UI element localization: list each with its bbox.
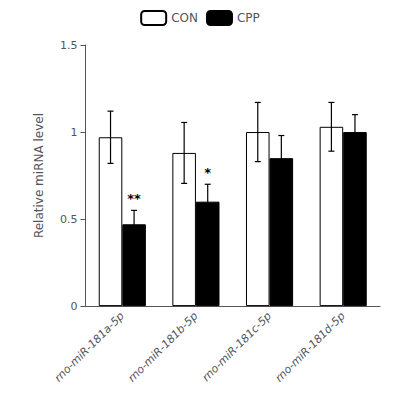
- svg-text:rno-miR-181c-5p: rno-miR-181c-5p: [200, 309, 275, 384]
- svg-text:0.5: 0.5: [60, 213, 78, 226]
- svg-text:rno-miR-181b-5p: rno-miR-181b-5p: [125, 309, 200, 384]
- svg-text:0: 0: [70, 300, 77, 313]
- svg-text:1: 1: [70, 126, 77, 139]
- svg-text:1.5: 1.5: [60, 39, 78, 52]
- svg-text:*: *: [204, 165, 211, 180]
- svg-text:CON: CON: [171, 11, 198, 25]
- svg-text:rno-miR-181d-5p: rno-miR-181d-5p: [273, 309, 348, 384]
- svg-text:rno-miR-181a-5p: rno-miR-181a-5p: [52, 309, 127, 384]
- svg-text:Relative miRNA level: Relative miRNA level: [32, 113, 46, 238]
- svg-text:CPP: CPP: [237, 11, 260, 25]
- svg-text:**: **: [127, 191, 141, 206]
